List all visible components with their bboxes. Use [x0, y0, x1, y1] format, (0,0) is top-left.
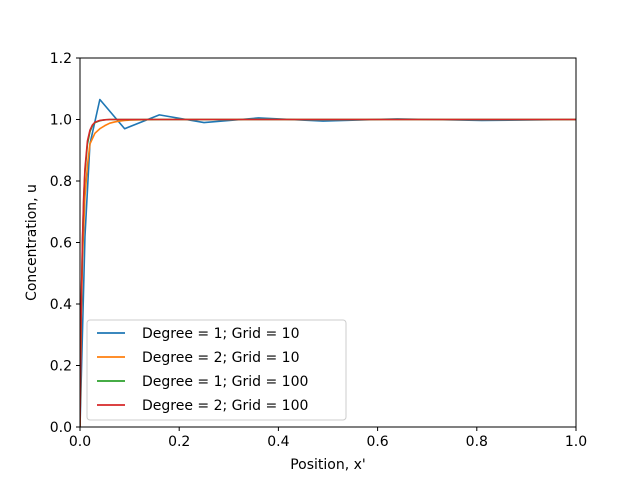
y-tick-label: 0.4 — [50, 297, 72, 313]
y-tick-label: 0.0 — [50, 420, 72, 436]
series-layer — [80, 98, 576, 427]
legend: Degree = 1; Grid = 10 Degree = 2; Grid = … — [86, 319, 347, 421]
x-tick-label: 0.0 — [69, 434, 91, 450]
x-tick-label: 0.6 — [366, 434, 388, 450]
x-tick-label: 0.2 — [168, 434, 190, 450]
x-tick-label: 0.4 — [267, 434, 289, 450]
y-tick-label: 0.6 — [50, 236, 72, 252]
x-tick-label: 1.0 — [565, 434, 587, 450]
y-tick-label: 1.0 — [50, 113, 72, 129]
legend-box — [86, 319, 347, 421]
series-line-4 — [80, 118, 576, 427]
legend-label: Degree = 1; Grid = 100 — [142, 374, 308, 390]
y-tick-label: 1.2 — [50, 51, 72, 67]
y-tick-label: 0.8 — [50, 174, 72, 190]
x-axis-label: Position, x' — [290, 457, 366, 473]
x-tick-label: 0.8 — [466, 434, 488, 450]
y-axis-label: Concentration, u — [24, 184, 40, 301]
legend-label: Degree = 2; Grid = 100 — [142, 398, 308, 414]
legend-label: Degree = 1; Grid = 10 — [142, 326, 300, 342]
ticks-layer: 0.0 0.2 0.4 0.6 0.8 1.0 0.0 0.2 0.4 0.6 0.8 1.0 1.2 — [50, 51, 587, 450]
legend-label: Degree = 2; Grid = 10 — [142, 350, 300, 366]
plot-frame — [79, 57, 577, 428]
y-tick-label: 0.2 — [50, 359, 72, 375]
